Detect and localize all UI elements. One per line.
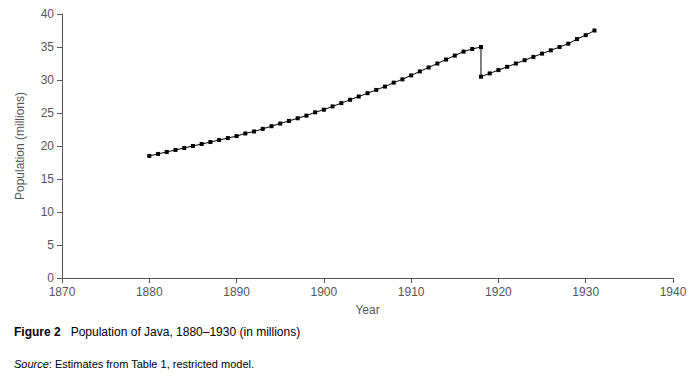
svg-text:1890: 1890	[223, 285, 250, 299]
svg-text:0: 0	[47, 271, 54, 285]
svg-text:Figure 2: Figure 2	[14, 325, 61, 339]
svg-text:: Estimates from Table 1, rest: : Estimates from Table 1, restricted mod…	[49, 358, 254, 370]
svg-text:1930: 1930	[572, 285, 599, 299]
svg-text:1870: 1870	[49, 285, 76, 299]
svg-text:30: 30	[41, 73, 55, 87]
svg-text:25: 25	[41, 106, 55, 120]
svg-text:1910: 1910	[398, 285, 425, 299]
svg-text:20: 20	[41, 139, 55, 153]
svg-text:Source: Source	[14, 358, 49, 370]
svg-text:15: 15	[41, 172, 55, 186]
svg-text:35: 35	[41, 40, 55, 54]
svg-text:1900: 1900	[311, 285, 338, 299]
svg-text:40: 40	[41, 7, 55, 21]
svg-text:1940: 1940	[660, 285, 687, 299]
svg-text:Year: Year	[355, 303, 379, 317]
svg-text:Population of Java, 1880–1930: Population of Java, 1880–1930 (in millio…	[61, 325, 300, 339]
svg-text:5: 5	[47, 238, 54, 252]
svg-text:Population (millions): Population (millions)	[13, 92, 27, 200]
svg-text:1920: 1920	[485, 285, 512, 299]
svg-text:10: 10	[41, 205, 55, 219]
svg-text:1880: 1880	[136, 285, 163, 299]
